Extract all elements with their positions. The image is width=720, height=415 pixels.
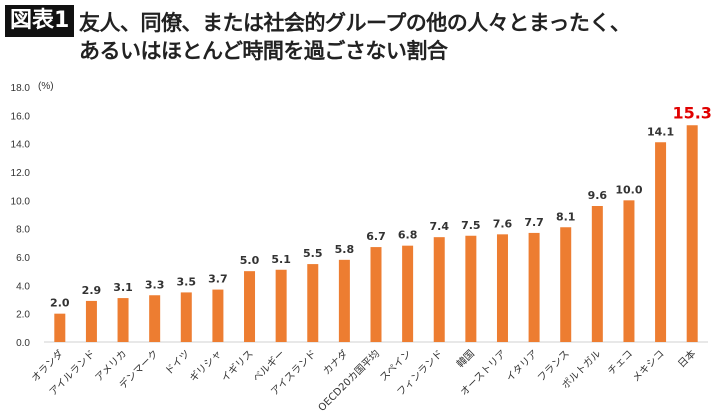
- y-tick-label: 8.0: [16, 225, 30, 236]
- bar: [686, 125, 698, 342]
- data-label: 3.3: [145, 278, 165, 291]
- y-tick-label: 2.0: [16, 310, 30, 321]
- bar: [85, 300, 97, 342]
- data-label: 5.5: [303, 247, 323, 260]
- y-axis-unit: (%): [38, 81, 54, 92]
- x-tick-label: ドイツ: [163, 348, 192, 377]
- data-label: 15.3: [672, 103, 711, 122]
- data-label: 3.5: [177, 275, 197, 288]
- data-label: 5.8: [335, 243, 355, 256]
- chart-title-line-2: あるいはほとんど時間を過ごさない割合: [79, 39, 448, 63]
- data-label: 7.6: [493, 217, 513, 230]
- data-label: 3.7: [208, 273, 228, 286]
- x-tick-label: イタリア: [504, 348, 540, 384]
- data-label: 9.6: [588, 189, 608, 202]
- bar: [591, 206, 603, 342]
- x-tick-label: カナダ: [320, 347, 350, 377]
- data-label: 2.9: [82, 284, 102, 297]
- data-label: 10.0: [615, 183, 642, 196]
- bar: [623, 200, 635, 342]
- chart-title-line-1: 友人、同僚、または社会的グループの他の人々とまったく、: [79, 11, 631, 35]
- bar: [496, 234, 508, 342]
- data-label: 7.4: [429, 220, 449, 233]
- y-tick-label: 14.0: [11, 140, 31, 151]
- data-label: 7.5: [461, 219, 481, 232]
- y-tick-label: 4.0: [16, 281, 30, 292]
- y-tick-label: 18.0: [11, 83, 31, 94]
- bar: [465, 235, 477, 342]
- bar: [54, 313, 66, 342]
- data-label: 6.7: [366, 230, 386, 243]
- data-label: 14.1: [647, 125, 674, 138]
- y-tick-label: 10.0: [11, 196, 31, 207]
- x-tick-label: ギリシャ: [187, 348, 224, 385]
- bar: [117, 298, 129, 342]
- bar: [180, 292, 192, 342]
- y-tick-label: 6.0: [16, 253, 30, 264]
- bar: [244, 271, 256, 342]
- y-tick-label: 16.0: [11, 111, 31, 122]
- x-tick-label: 日本: [675, 347, 698, 370]
- bar: [275, 269, 287, 342]
- y-tick-label: 12.0: [11, 168, 31, 179]
- data-label: 6.8: [398, 229, 418, 242]
- bar: [528, 232, 540, 342]
- figure-label: 図表1: [5, 5, 75, 37]
- x-tick-label: チェコ: [605, 348, 635, 378]
- bar: [402, 245, 414, 342]
- bar: [212, 289, 224, 342]
- bar: [370, 247, 382, 342]
- bar: [338, 259, 350, 342]
- data-label: 8.1: [556, 210, 576, 223]
- x-tick-label: 韓国: [454, 348, 477, 371]
- x-tick-label: イギリス: [219, 348, 256, 385]
- bar: [560, 227, 572, 342]
- bar: [149, 295, 161, 342]
- data-label: 2.0: [50, 297, 70, 310]
- bar: [307, 264, 319, 342]
- data-label: 5.1: [271, 253, 291, 266]
- y-tick-label: 0.0: [16, 338, 30, 349]
- data-label: 3.1: [113, 281, 133, 294]
- bar: [655, 142, 667, 342]
- bar: [433, 237, 445, 342]
- x-tick-label: メキシコ: [631, 348, 667, 384]
- data-label: 5.0: [240, 254, 260, 267]
- data-label: 7.7: [524, 216, 544, 229]
